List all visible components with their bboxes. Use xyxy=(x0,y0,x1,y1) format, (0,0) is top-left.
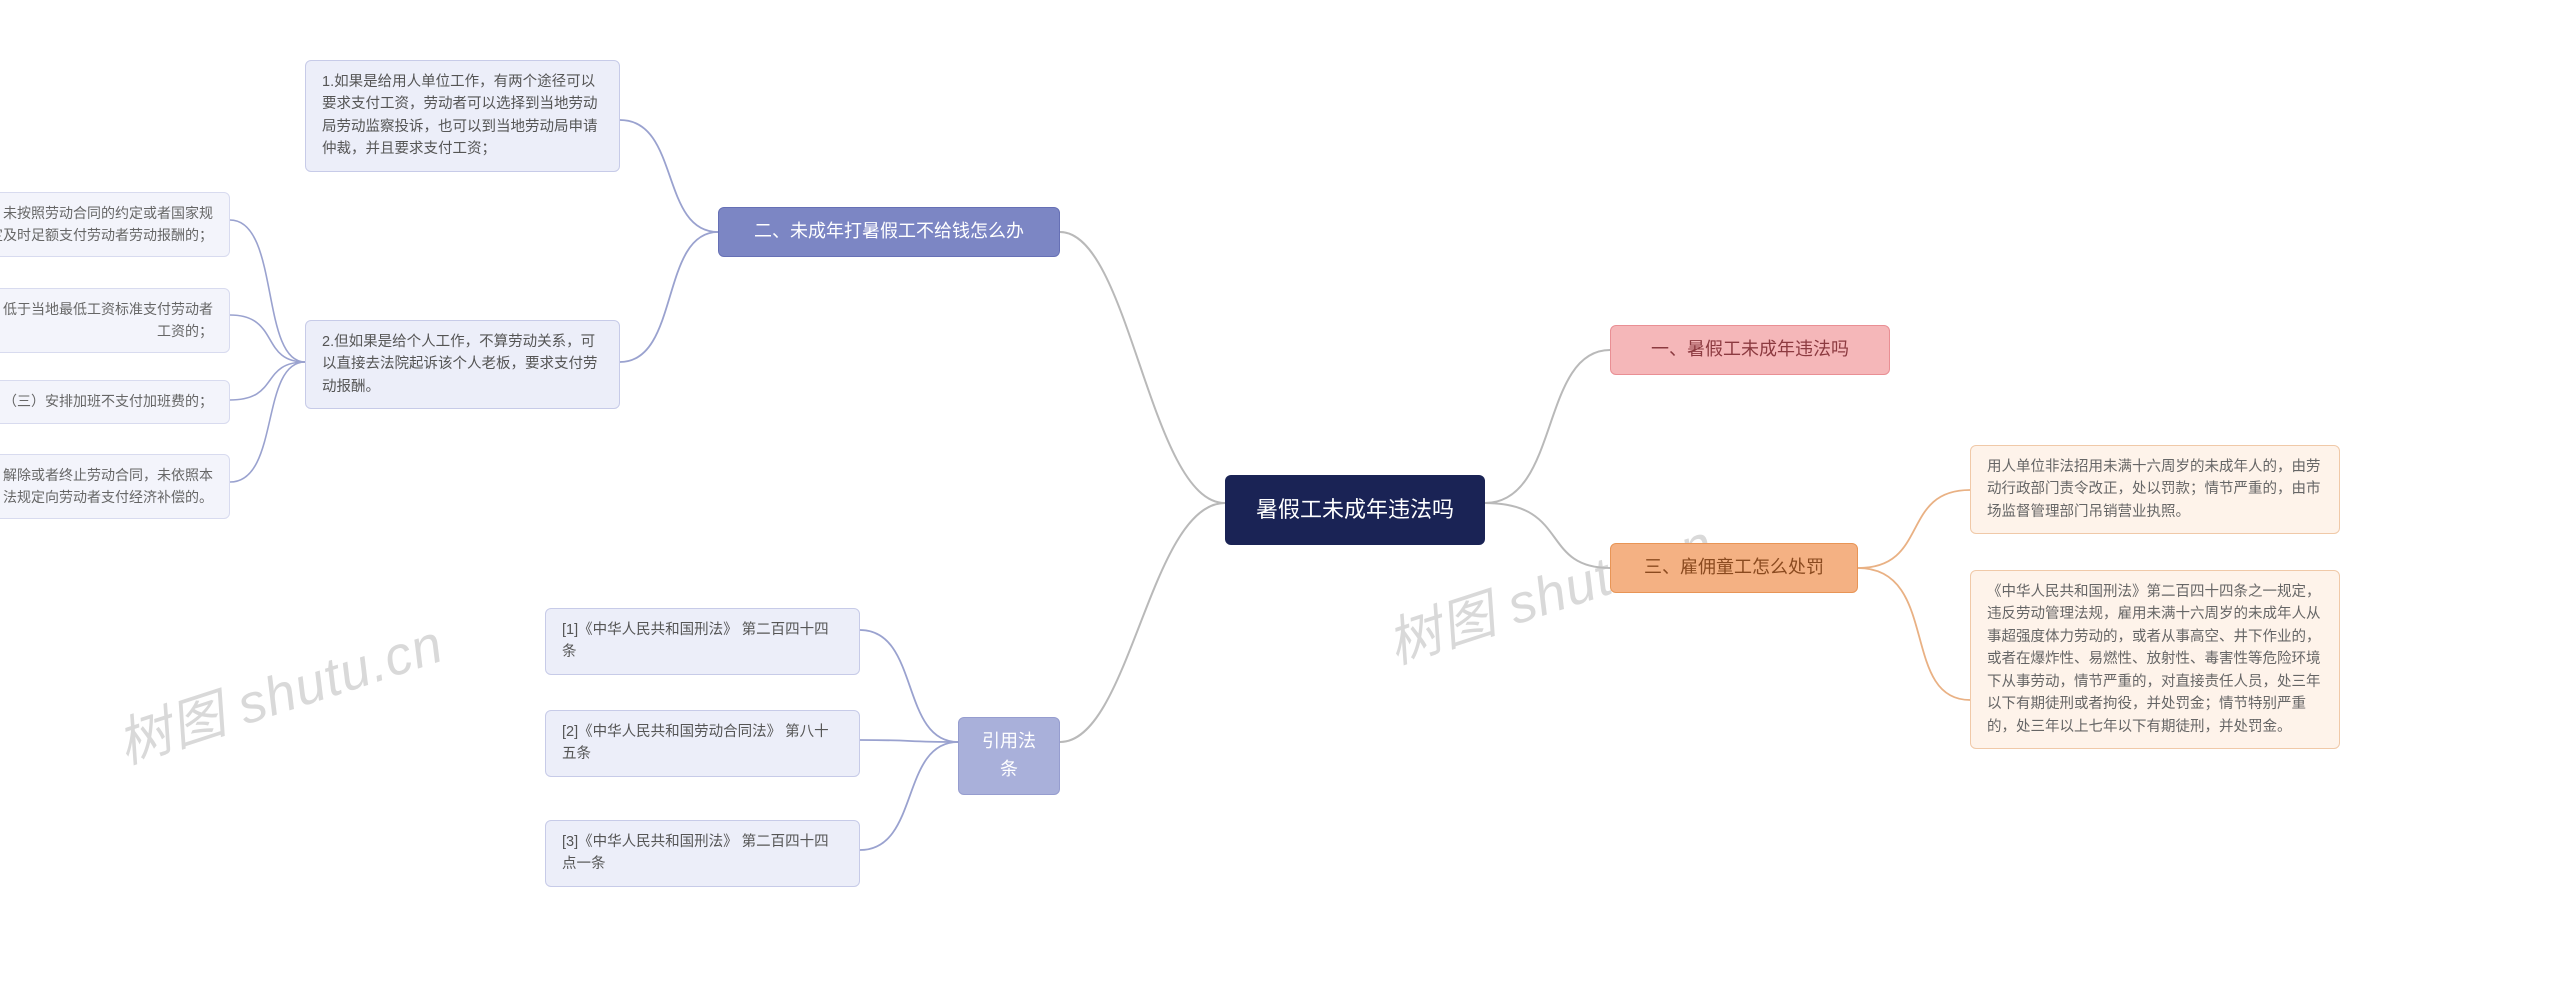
branch-3-leaf-2-text: 《中华人民共和国刑法》第二百四十四条之一规定，违反劳动管理法规，雇用未满十六周岁… xyxy=(1987,581,2323,738)
cite-leaf-3: [3]《中华人民共和国刑法》 第二百四十四点一条 xyxy=(545,820,860,887)
branch-2-mid-2-text: 2.但如果是给个人工作，不算劳动关系，可以直接去法院起诉该个人老板，要求支付劳动… xyxy=(322,331,603,398)
watermark-left: 树图 shutu.cn xyxy=(106,599,452,779)
cite-leaf-2: [2]《中华人民共和国劳动合同法》 第八十五条 xyxy=(545,710,860,777)
cite-leaf-1: [1]《中华人民共和国刑法》 第二百四十四条 xyxy=(545,608,860,675)
branch-cite-label: 引用法条 xyxy=(975,728,1043,784)
branch-2-mid-2: 2.但如果是给个人工作，不算劳动关系，可以直接去法院起诉该个人老板，要求支付劳动… xyxy=(305,320,620,409)
branch-1: 一、暑假工未成年违法吗 xyxy=(1610,325,1890,375)
branch-2-leaf-4-text: （四）解除或者终止劳动合同，未依照本法规定向劳动者支付经济补偿的。 xyxy=(0,465,213,508)
root-node: 暑假工未成年违法吗 xyxy=(1225,475,1485,545)
branch-2-leaf-2-text: （二）低于当地最低工资标准支付劳动者工资的； xyxy=(0,299,213,342)
root-label: 暑假工未成年违法吗 xyxy=(1256,493,1454,527)
branch-2-leaf-1: （一）未按照劳动合同的约定或者国家规定及时足额支付劳动者劳动报酬的； xyxy=(0,192,230,257)
branch-cite: 引用法条 xyxy=(958,717,1060,795)
branch-2-mid-1-text: 1.如果是给用人单位工作，有两个途径可以要求支付工资，劳动者可以选择到当地劳动局… xyxy=(322,71,603,161)
cite-leaf-3-text: [3]《中华人民共和国刑法》 第二百四十四点一条 xyxy=(562,831,843,876)
branch-3-label: 三、雇佣童工怎么处罚 xyxy=(1644,554,1824,582)
branch-3-leaf-2: 《中华人民共和国刑法》第二百四十四条之一规定，违反劳动管理法规，雇用未满十六周岁… xyxy=(1970,570,2340,749)
branch-2-mid-1: 1.如果是给用人单位工作，有两个途径可以要求支付工资，劳动者可以选择到当地劳动局… xyxy=(305,60,620,172)
cite-leaf-2-text: [2]《中华人民共和国劳动合同法》 第八十五条 xyxy=(562,721,843,766)
branch-2-leaf-1-text: （一）未按照劳动合同的约定或者国家规定及时足额支付劳动者劳动报酬的； xyxy=(0,203,213,246)
branch-2-leaf-2: （二）低于当地最低工资标准支付劳动者工资的； xyxy=(0,288,230,353)
branch-3: 三、雇佣童工怎么处罚 xyxy=(1610,543,1858,593)
branch-2: 二、未成年打暑假工不给钱怎么办 xyxy=(718,207,1060,257)
branch-3-leaf-1: 用人单位非法招用未满十六周岁的未成年人的，由劳动行政部门责令改正，处以罚款；情节… xyxy=(1970,445,2340,534)
branch-3-leaf-1-text: 用人单位非法招用未满十六周岁的未成年人的，由劳动行政部门责令改正，处以罚款；情节… xyxy=(1987,456,2323,523)
branch-2-leaf-3-text: （三）安排加班不支付加班费的； xyxy=(3,391,213,413)
branch-2-leaf-3: （三）安排加班不支付加班费的； xyxy=(0,380,230,424)
branch-1-label: 一、暑假工未成年违法吗 xyxy=(1651,336,1849,364)
cite-leaf-1-text: [1]《中华人民共和国刑法》 第二百四十四条 xyxy=(562,619,843,664)
branch-2-label: 二、未成年打暑假工不给钱怎么办 xyxy=(754,218,1024,246)
branch-2-leaf-4: （四）解除或者终止劳动合同，未依照本法规定向劳动者支付经济补偿的。 xyxy=(0,454,230,519)
